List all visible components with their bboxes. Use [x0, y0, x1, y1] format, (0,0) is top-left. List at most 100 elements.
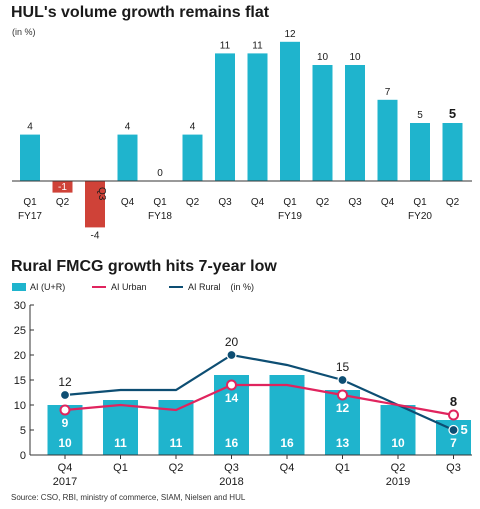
legend-urban-swatch	[92, 286, 106, 288]
bar-value-label: 11	[220, 40, 231, 51]
category-label: Q4	[251, 197, 265, 208]
bar-value-label: 11	[170, 436, 183, 450]
legend-item-ai-rural: AI Rural (in %)	[169, 281, 254, 293]
y-tick-label: 15	[14, 375, 26, 387]
category-label: Q1	[413, 197, 427, 208]
bar-value-label: 7	[385, 87, 391, 98]
ai-ur-bar	[325, 390, 360, 455]
bar-value-label: 5	[449, 106, 456, 121]
y-tick-label: 25	[14, 325, 26, 337]
bar-value-label: 11	[114, 436, 127, 450]
legend-item-ai-urban: AI Urban	[92, 281, 147, 293]
ai-rural-point	[226, 349, 237, 361]
ai-rural-point	[448, 424, 459, 436]
volume-growth-chart: 4 Q1 FY17 -1 Q2 -4 Q3 4 Q4 0 Q1 FY18 4 Q2 11 Q3 11 Q4 12 Q1…	[12, 29, 472, 241]
volume-bar	[85, 181, 105, 228]
year-label: 2019	[386, 476, 410, 488]
bar-value-label: 11	[252, 40, 263, 51]
legend-bar-swatch	[12, 283, 26, 291]
year-label: FY20	[408, 211, 432, 222]
volume-bar	[280, 41, 300, 181]
volume-bar	[442, 123, 463, 181]
year-label: FY19	[278, 211, 302, 222]
legend-label-ai-urban: AI Urban	[111, 282, 147, 292]
chart2-unit: (in %)	[230, 282, 255, 292]
chart2-title: Rural FMCG growth hits 7-year low	[11, 258, 277, 275]
category-label: Q2	[316, 197, 330, 208]
ai-urban-line	[64, 383, 454, 417]
year-label: FY17	[18, 211, 42, 222]
volume-bar	[247, 53, 268, 181]
volume-bar	[182, 134, 203, 181]
ai-ur-bar	[269, 375, 305, 455]
volume-bar	[345, 65, 365, 181]
ai-urban-value-label: 14	[225, 391, 239, 405]
bar-value-label: 10	[349, 52, 361, 63]
y-tick-label: 30	[14, 300, 26, 312]
bar-value-label: 7	[450, 436, 457, 450]
bar-value-label: 10	[317, 52, 329, 63]
category-label: Q3	[348, 197, 362, 208]
category-label: Q1	[283, 197, 297, 208]
bar-value-label: 12	[284, 29, 296, 40]
ai-urban-value-label: 12	[336, 401, 350, 415]
ai-rural-point	[59, 389, 71, 401]
y-tick-label: 10	[14, 400, 26, 412]
category-label: Q4	[121, 197, 135, 208]
bar-value-label: 10	[58, 436, 72, 450]
ai-urban-point	[226, 379, 237, 391]
category-label: Q1	[153, 197, 167, 208]
ai-rural-point	[337, 374, 348, 386]
bar-value-label: 4	[190, 122, 196, 133]
bar-value-label: -4	[91, 230, 100, 241]
ai-rural-value-label: 15	[336, 360, 350, 374]
volume-bar	[377, 99, 398, 181]
bar-value-label: 5	[417, 110, 423, 121]
category-label: Q3	[218, 197, 232, 208]
category-label: Q3	[446, 462, 461, 474]
ai-urban-value-label: 8	[450, 394, 457, 409]
category-label: Q4	[280, 462, 295, 474]
category-label: Q2	[169, 462, 184, 474]
category-label: Q2	[391, 462, 406, 474]
ai-ur-bar	[103, 400, 138, 455]
legend-label-ai-ur: AI (U+R)	[30, 282, 66, 292]
category-label: Q1	[23, 197, 37, 208]
category-label: Q2	[446, 197, 460, 208]
year-label: 2017	[53, 476, 77, 488]
ai-ur-bar	[380, 405, 416, 455]
ai-rural-value-label: 12	[58, 375, 72, 389]
ai-rural-value-label: 5	[461, 422, 468, 437]
volume-bar	[312, 65, 333, 181]
category-label: Q2	[56, 197, 70, 208]
bar-value-label: 16	[225, 436, 239, 450]
volume-bar	[215, 53, 235, 181]
category-label: Q1	[335, 462, 350, 474]
y-tick-label: 5	[20, 425, 26, 437]
category-label: Q3	[96, 187, 107, 201]
y-tick-label: 0	[20, 450, 26, 462]
category-label: Q4	[381, 197, 395, 208]
bar-value-label: 10	[391, 436, 405, 450]
ai-rural-line	[64, 353, 454, 432]
legend-label-ai-rural: AI Rural	[188, 282, 221, 292]
legend-item-ai-ur: AI (U+R)	[12, 281, 65, 293]
volume-bar	[117, 134, 138, 181]
bar-value-label: 4	[27, 122, 33, 133]
ai-urban-value-label: 9	[62, 416, 69, 430]
source-note: Source: CSO, RBI, ministry of commerce, …	[11, 493, 246, 502]
bar-value-label: 16	[280, 436, 294, 450]
year-label: FY18	[148, 211, 172, 222]
category-label: Q4	[58, 462, 73, 474]
category-label: Q3	[224, 462, 239, 474]
chart1-unit: (in %)	[12, 27, 36, 37]
y-tick-label: 20	[14, 350, 26, 362]
ai-rural-value-label: 20	[225, 335, 239, 349]
volume-bar	[20, 134, 40, 181]
volume-bar	[52, 181, 73, 193]
category-label: Q1	[113, 462, 128, 474]
year-label: 2018	[219, 476, 243, 488]
legend-rural-swatch	[169, 286, 183, 288]
